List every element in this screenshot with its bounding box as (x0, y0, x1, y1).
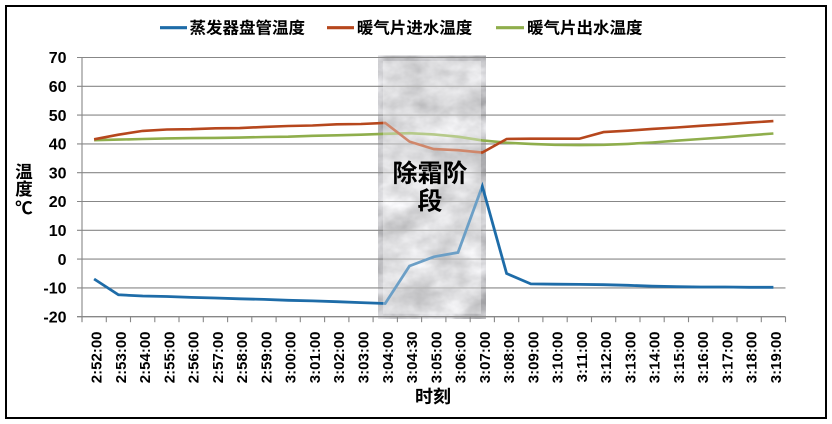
svg-text:10: 10 (49, 223, 67, 240)
svg-text:3:18:00: 3:18:00 (744, 332, 761, 384)
svg-text:30: 30 (49, 165, 67, 182)
svg-text:2:55:00: 2:55:00 (161, 332, 178, 384)
svg-text:2:57:00: 2:57:00 (210, 332, 227, 384)
svg-text:2:59:00: 2:59:00 (259, 332, 276, 384)
svg-text:3:19:00: 3:19:00 (768, 332, 785, 384)
svg-text:3:09:00: 3:09:00 (525, 332, 542, 384)
svg-text:3:03:00: 3:03:00 (356, 332, 373, 384)
svg-text:3:15:00: 3:15:00 (671, 332, 688, 384)
svg-text:3:11:00: 3:11:00 (574, 332, 591, 383)
svg-text:3:17:00: 3:17:00 (719, 332, 736, 384)
svg-text:3:08:00: 3:08:00 (501, 332, 518, 384)
svg-text:3:04:30: 3:04:30 (404, 332, 421, 384)
svg-text:3:02:00: 3:02:00 (331, 332, 348, 384)
svg-text:-10: -10 (43, 281, 66, 298)
svg-text:3:13:00: 3:13:00 (622, 332, 639, 384)
svg-text:2:56:00: 2:56:00 (186, 332, 203, 384)
svg-text:2:54:00: 2:54:00 (137, 332, 154, 384)
svg-text:70: 70 (49, 50, 67, 67)
svg-text:2:52:00: 2:52:00 (89, 332, 106, 384)
svg-text:3:10:00: 3:10:00 (550, 332, 567, 384)
svg-text:-20: -20 (43, 309, 66, 326)
svg-text:0: 0 (58, 252, 67, 269)
svg-text:2:53:00: 2:53:00 (113, 332, 130, 384)
svg-text:50: 50 (49, 108, 67, 125)
svg-text:3:12:00: 3:12:00 (598, 332, 615, 384)
svg-text:2:58:00: 2:58:00 (234, 332, 251, 384)
svg-text:3:16:00: 3:16:00 (695, 332, 712, 384)
svg-text:20: 20 (49, 194, 67, 211)
svg-text:60: 60 (49, 79, 67, 96)
svg-text:3:05:00: 3:05:00 (428, 332, 445, 384)
svg-text:40: 40 (49, 137, 67, 154)
svg-text:3:04:00: 3:04:00 (380, 332, 397, 384)
svg-text:3:01:00: 3:01:00 (307, 332, 324, 384)
svg-text:3:06:00: 3:06:00 (453, 332, 470, 384)
svg-text:3:14:00: 3:14:00 (647, 332, 664, 384)
svg-text:3:07:00: 3:07:00 (477, 332, 494, 384)
svg-text:3:00:00: 3:00:00 (283, 332, 300, 384)
